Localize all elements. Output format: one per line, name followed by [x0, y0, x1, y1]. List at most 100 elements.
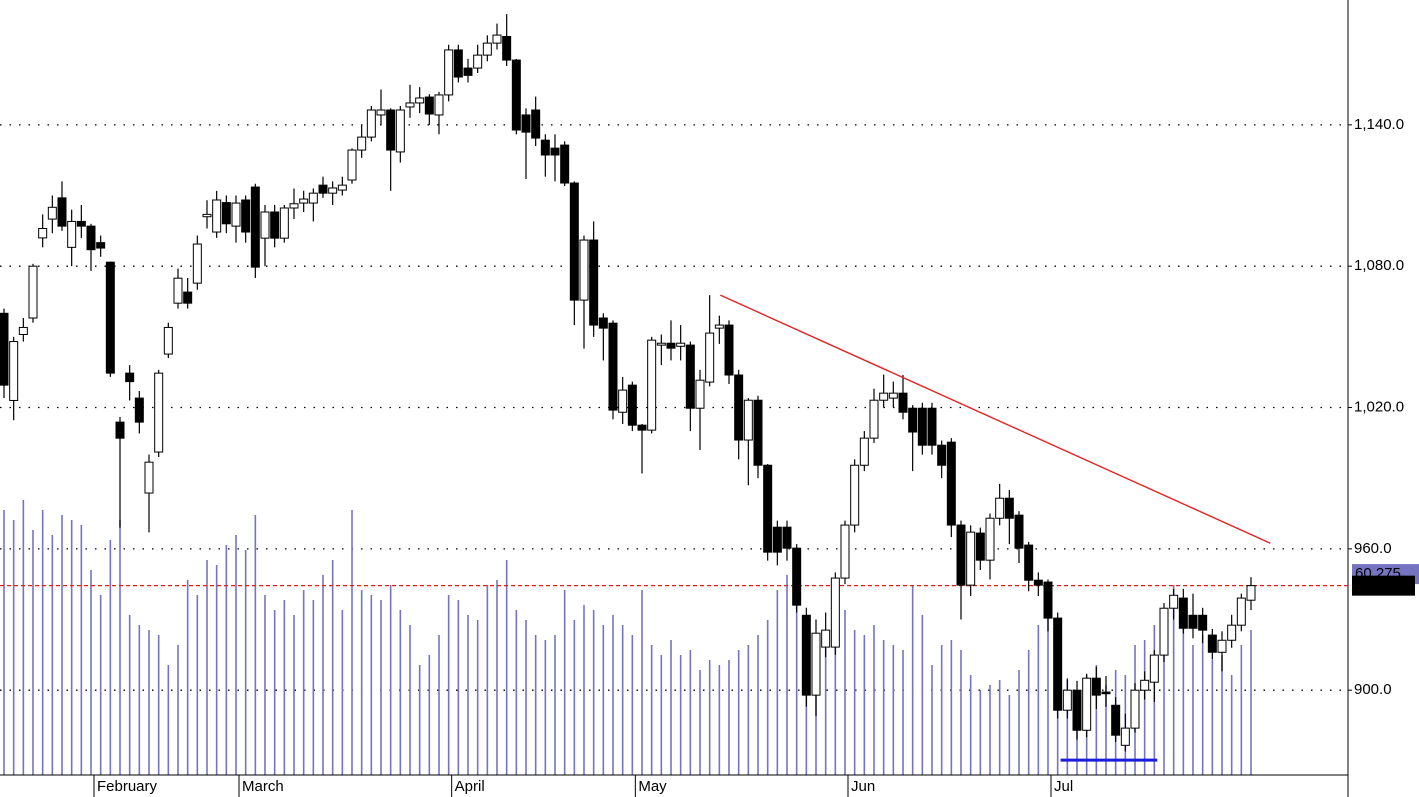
candle-body [115, 421, 125, 439]
candle-body [724, 324, 734, 376]
candle-body [1149, 654, 1159, 683]
y-tick-label: 900.0 [1354, 681, 1392, 698]
candle-body [231, 202, 241, 227]
candle-body [966, 531, 976, 586]
candle-body [521, 114, 531, 133]
candle-body [125, 372, 135, 383]
candle-body [830, 577, 840, 648]
x-tick-label: March [242, 778, 284, 795]
candle-body [386, 109, 396, 151]
candle-body [347, 149, 357, 181]
candle-body [714, 324, 724, 329]
candle-body [163, 326, 173, 355]
candle-body [144, 461, 154, 494]
candle-body [1169, 594, 1179, 609]
candle-body [502, 36, 512, 61]
candle-body [434, 94, 444, 116]
candle-body [212, 199, 222, 233]
candle-body [424, 96, 434, 115]
candle-body [540, 139, 550, 156]
candle-body [956, 524, 966, 586]
candle-body [308, 192, 318, 204]
candle-body [531, 109, 541, 139]
candle-body [598, 317, 608, 329]
candle-body [685, 344, 695, 409]
candle-body [415, 97, 425, 104]
candle-body [975, 532, 985, 561]
candle-body [1101, 691, 1111, 695]
price-tag: 944.38 [1357, 577, 1403, 594]
candle-body [772, 526, 782, 553]
candle-body [0, 312, 9, 386]
candle-body [879, 392, 889, 401]
candle-body [357, 136, 367, 151]
y-tick-label: 1,140.0 [1354, 116, 1404, 133]
candle-body [1198, 614, 1208, 631]
candle-body [1072, 689, 1082, 731]
candle-body [840, 524, 850, 579]
candle-body [917, 407, 927, 446]
candle-body [202, 213, 212, 218]
candle-body [579, 239, 589, 301]
candle-body [1227, 624, 1237, 641]
candle-body [47, 206, 57, 220]
candle-body [241, 199, 251, 233]
candle-body [550, 147, 560, 156]
candle-body [743, 399, 753, 441]
candle-body [1004, 497, 1014, 519]
candle-body [473, 54, 483, 69]
candle-body [328, 187, 338, 194]
candle-body [647, 339, 657, 431]
candle-body [1033, 579, 1043, 586]
y-tick-label: 960.0 [1354, 540, 1392, 557]
candle-body [995, 497, 1005, 519]
candle-body [38, 227, 48, 239]
candle-body [589, 239, 599, 326]
candle-body [463, 67, 473, 76]
candle-body [618, 389, 628, 413]
candle-body [260, 211, 270, 239]
y-tick-label: 1,080.0 [1354, 257, 1404, 274]
candle-body [734, 374, 744, 441]
candle-body [96, 242, 106, 249]
candle-body [1217, 639, 1227, 653]
candle-body [927, 407, 937, 446]
candle-body [289, 203, 299, 209]
candle-body [705, 332, 715, 383]
candle-body [1207, 634, 1217, 653]
candle-body [453, 49, 463, 78]
candle-body [492, 34, 502, 44]
candle-body [299, 198, 309, 204]
candle-body [395, 109, 405, 153]
candle-body [898, 392, 908, 413]
price-tag-box [1352, 575, 1415, 596]
candle-body [801, 614, 811, 696]
candle-body [1236, 597, 1246, 626]
candle-body [28, 265, 38, 319]
candle-body [782, 526, 792, 549]
candle-body [869, 399, 879, 439]
candle-body [1159, 607, 1169, 656]
candle-body [753, 399, 763, 466]
candle-body [57, 197, 67, 227]
candle-body [279, 207, 289, 239]
candle-body [1140, 679, 1150, 691]
candle-body [1062, 689, 1072, 711]
candle-body [560, 144, 570, 184]
candle-body [608, 322, 618, 411]
candle-body [337, 184, 347, 191]
candle-body [134, 397, 144, 423]
candle-body [511, 59, 521, 131]
candle-body [221, 202, 231, 225]
candle-body [627, 384, 637, 426]
candle-body [105, 261, 115, 374]
candle-body [76, 220, 86, 227]
candle-body [376, 109, 386, 116]
candle-body [366, 109, 376, 138]
candle-body [154, 372, 164, 453]
x-tick-label: Jul [1054, 778, 1073, 795]
candle-body [695, 379, 705, 409]
candle-body [792, 547, 802, 606]
candle-body [676, 342, 686, 347]
